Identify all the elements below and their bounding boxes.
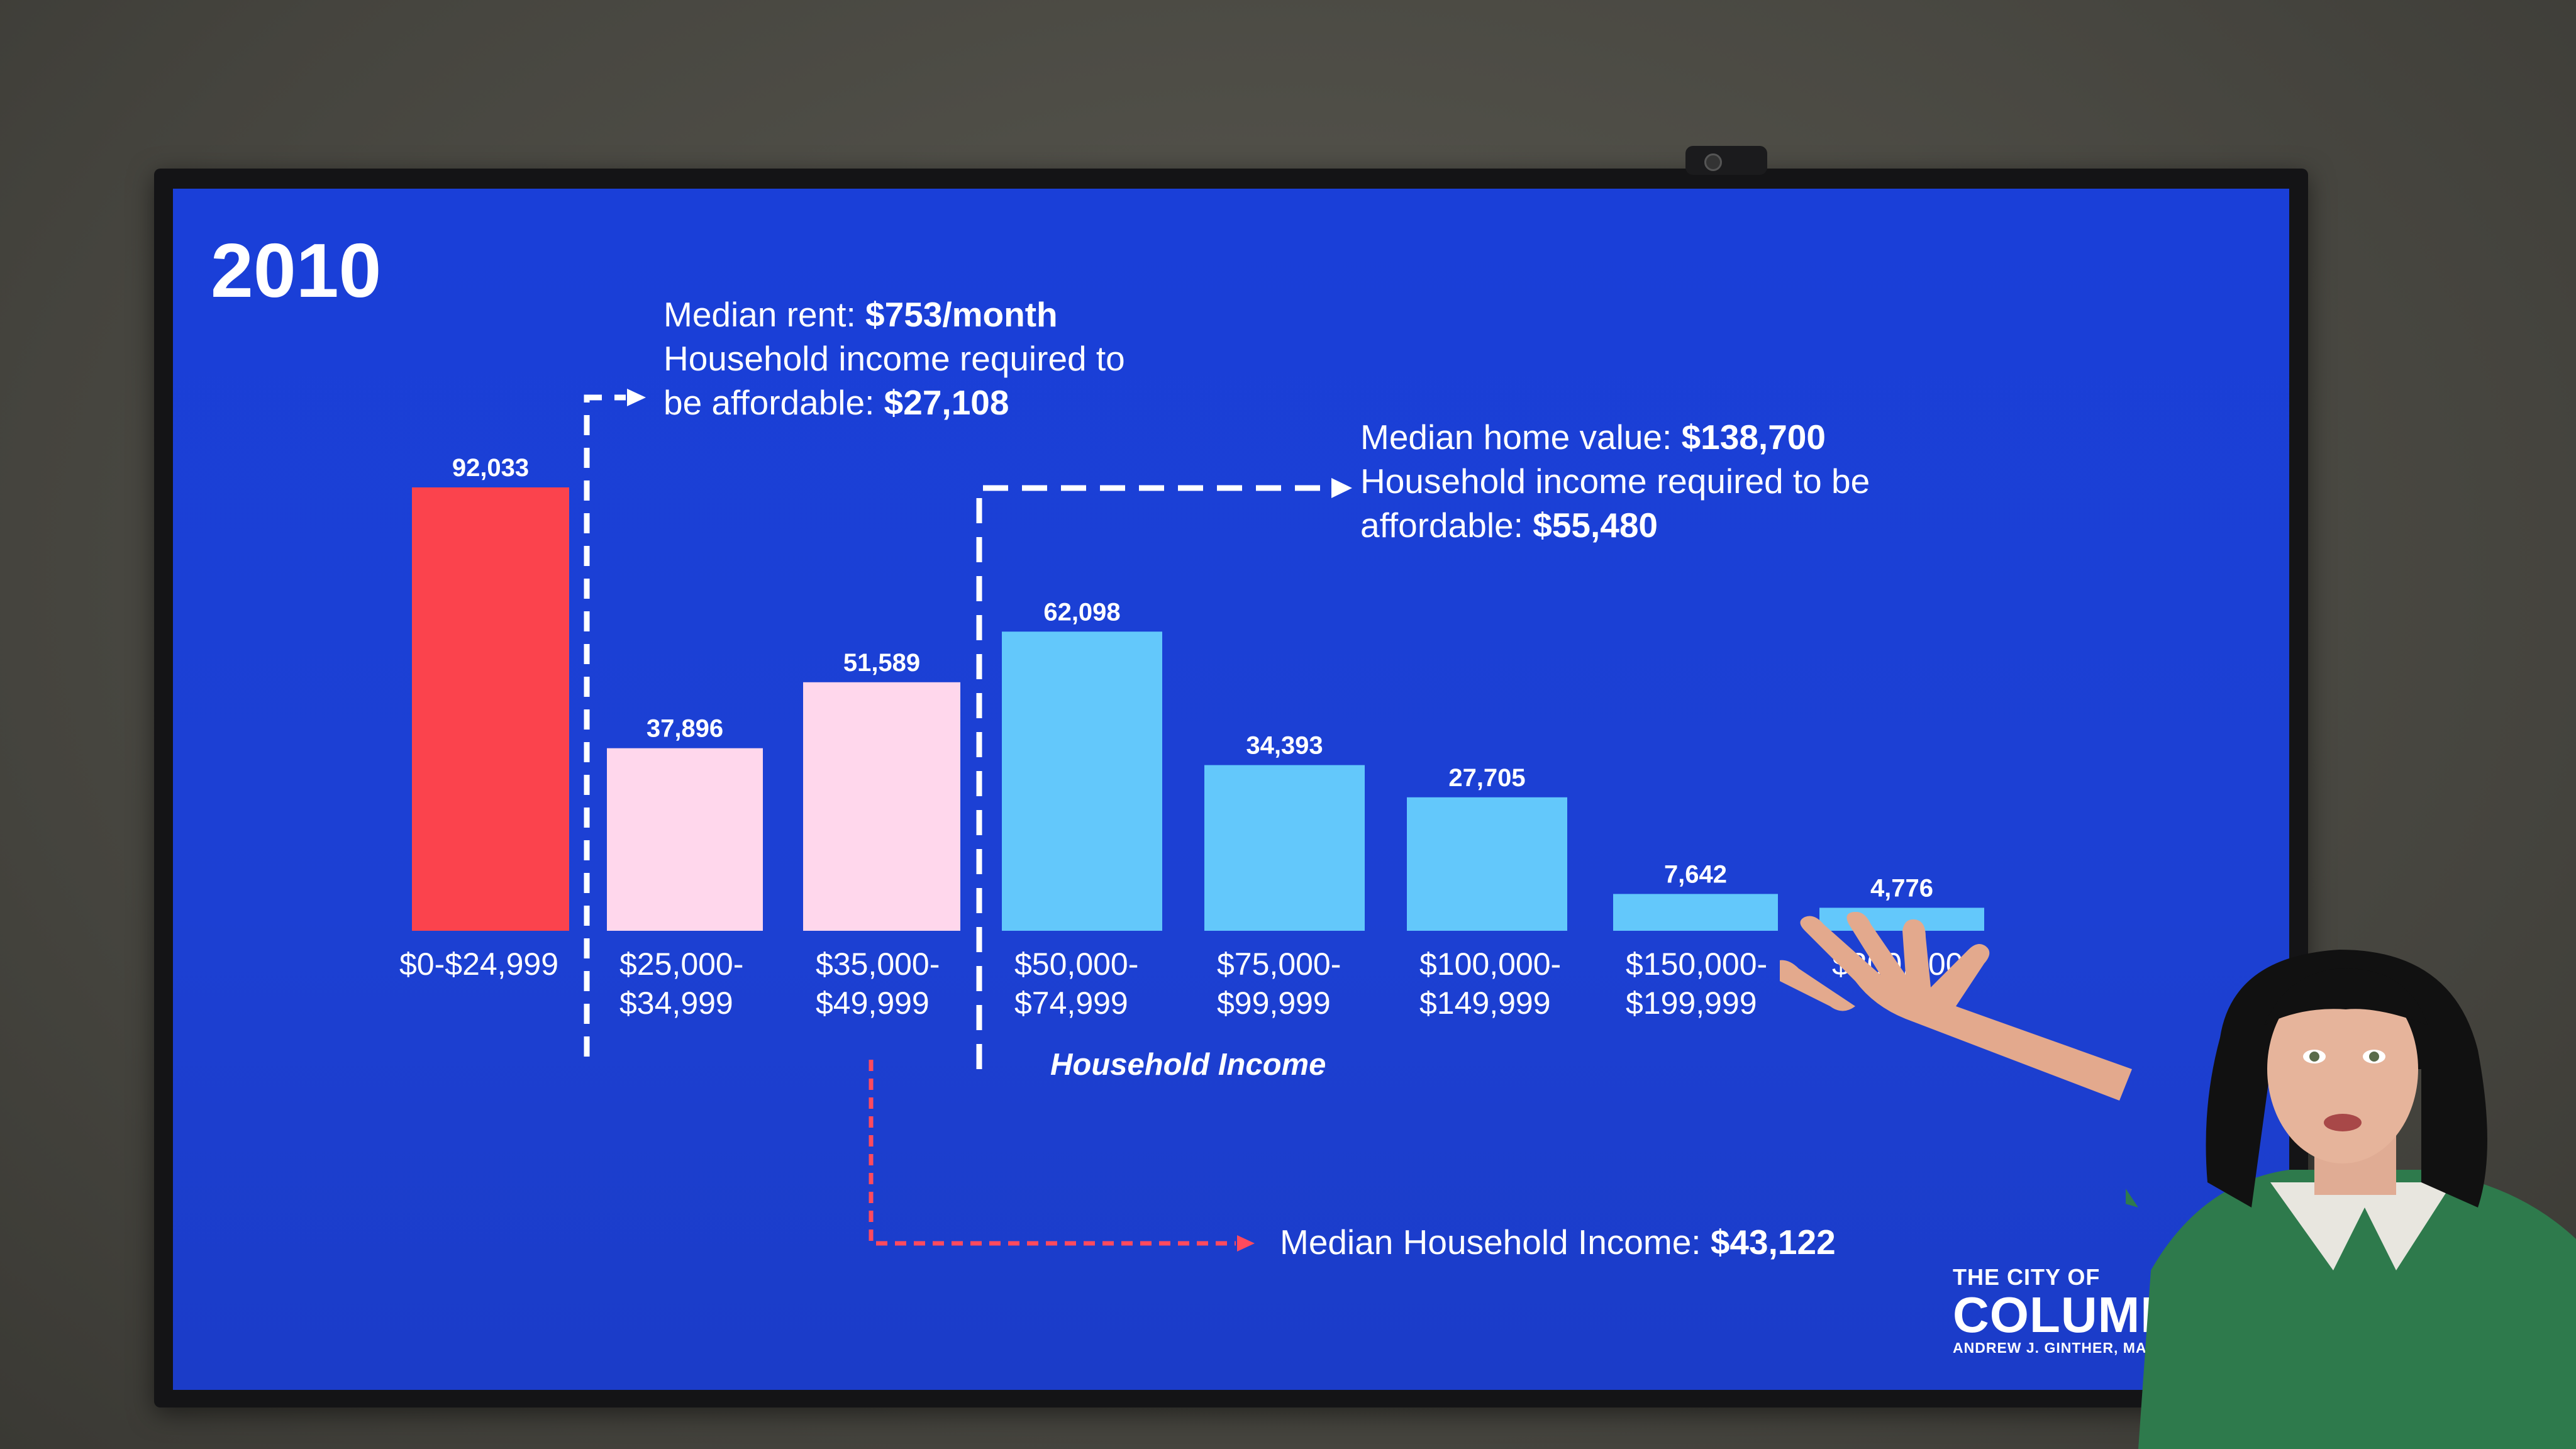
x-axis-title: Household Income — [1050, 1048, 1326, 1082]
bar-5 — [1407, 797, 1567, 931]
bar-1 — [607, 748, 763, 931]
rent-afford-label: be affordable: — [663, 383, 884, 422]
webcam-lens-icon — [1704, 153, 1722, 171]
category-label-6-1: $199,999 — [1626, 985, 1757, 1021]
home-arrow-icon — [1331, 478, 1352, 498]
category-label-3-0: $50,000- — [1014, 947, 1138, 982]
pointing-hand — [1780, 912, 2132, 1101]
slide-year: 2010 — [211, 228, 382, 313]
category-label-5-0: $100,000- — [1419, 947, 1561, 982]
bar-3 — [1002, 631, 1162, 931]
value-label-4: 34,393 — [1246, 732, 1323, 760]
category-label-2-1: $49,999 — [816, 985, 930, 1021]
presentation-screen: 2010 Median rent: $753/month Household i… — [173, 189, 2289, 1390]
median-income-line — [869, 1060, 1255, 1252]
category-label-4-1: $99,999 — [1217, 985, 1331, 1021]
webcam — [1685, 146, 1767, 175]
category-label-1-1: $34,999 — [619, 985, 733, 1021]
median-income-label: Median Household Income: — [1280, 1223, 1711, 1262]
bar-7 — [1819, 908, 1984, 931]
value-label-7: 4,776 — [1870, 874, 1933, 902]
rent-value: $753/month — [865, 295, 1058, 334]
home-afford-label: affordable: — [1360, 506, 1533, 545]
rent-arrow-icon — [627, 389, 646, 406]
value-label-0: 92,033 — [452, 454, 529, 482]
bar-2 — [803, 682, 960, 931]
logo-mayor: ANDREW J. GINTHER, MAYOR — [1953, 1340, 2179, 1356]
rent-label: Median rent: — [663, 295, 866, 334]
rent-threshold-line — [584, 389, 646, 1057]
rent-annotation: Median rent: $753/month Household income… — [663, 292, 1125, 425]
bar-0 — [412, 487, 569, 931]
home-afford-value: $55,480 — [1533, 506, 1658, 545]
chart-svg: 92,033 37,896 51,589 62,098 34,393 27,705 7,64… — [399, 389, 1984, 1252]
category-label-6-0: $150,000- — [1626, 947, 1767, 982]
bar-6 — [1613, 894, 1778, 931]
home-value: $138,700 — [1681, 418, 1826, 457]
bar-4 — [1204, 765, 1365, 931]
median-income-value: $43,122 — [1710, 1223, 1836, 1262]
category-label-3-1: $74,999 — [1014, 985, 1128, 1021]
category-labels-group: $0-$24,999 $25,000-$34,999 $35,000-$49,999… — [399, 947, 1982, 1021]
category-label-1-0: $25,000- — [619, 947, 743, 982]
value-label-2: 51,589 — [843, 649, 920, 677]
category-label-0-0: $0-$24,999 — [399, 947, 558, 982]
home-line2: Household income required to be — [1360, 462, 1870, 501]
rent-line2: Household income required to — [663, 339, 1125, 378]
value-label-6: 7,642 — [1664, 860, 1727, 888]
value-label-1: 37,896 — [647, 715, 723, 743]
category-label-2-0: $35,000- — [816, 947, 940, 982]
category-label-4-0: $75,000- — [1217, 947, 1341, 982]
value-label-5: 27,705 — [1448, 764, 1525, 792]
category-label-5-1: $149,999 — [1419, 985, 1551, 1021]
home-annotation: Median home value: $138,700 Household in… — [1360, 415, 1870, 547]
presenter-figure — [2126, 950, 2576, 1449]
bars-group — [412, 487, 1984, 931]
value-label-3: 62,098 — [1043, 598, 1120, 626]
logo-line1: THE CITY OF — [1953, 1264, 2101, 1290]
home-threshold-line — [976, 478, 1352, 1069]
value-labels-group: 92,033 37,896 51,589 62,098 34,393 27,705 7,64… — [452, 454, 1933, 902]
median-income-annotation: Median Household Income: $43,122 — [1280, 1220, 1836, 1264]
median-arrow-icon — [1237, 1235, 1255, 1252]
home-label: Median home value: — [1360, 418, 1682, 457]
rent-afford-value: $27,108 — [884, 383, 1009, 422]
